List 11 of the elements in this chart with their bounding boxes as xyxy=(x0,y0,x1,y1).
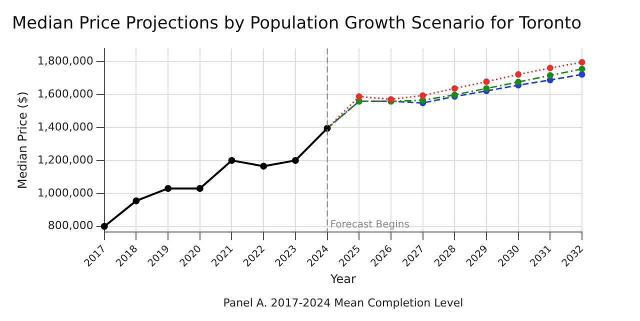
x-axis-title: Year xyxy=(329,272,356,286)
ref-line-label: Forecast Begins xyxy=(330,220,410,231)
y-tick-label: 1,800,000 xyxy=(37,54,94,68)
y-tick-label: 1,200,000 xyxy=(37,153,94,166)
y-tick-label: 1,400,000 xyxy=(37,120,94,134)
y-axis-title: Median Price ($) xyxy=(15,91,30,190)
chart-title: Median Price Projections by Population Growth Scenario for Toronto xyxy=(12,14,582,34)
y-tick-label: 1,600,000 xyxy=(37,87,94,100)
text: Panel A. 2017-2024 Mean Completion Level xyxy=(223,296,464,310)
y-tick-label: 800,000 xyxy=(48,219,94,232)
y-tick-label: 1,000,000 xyxy=(37,186,94,200)
